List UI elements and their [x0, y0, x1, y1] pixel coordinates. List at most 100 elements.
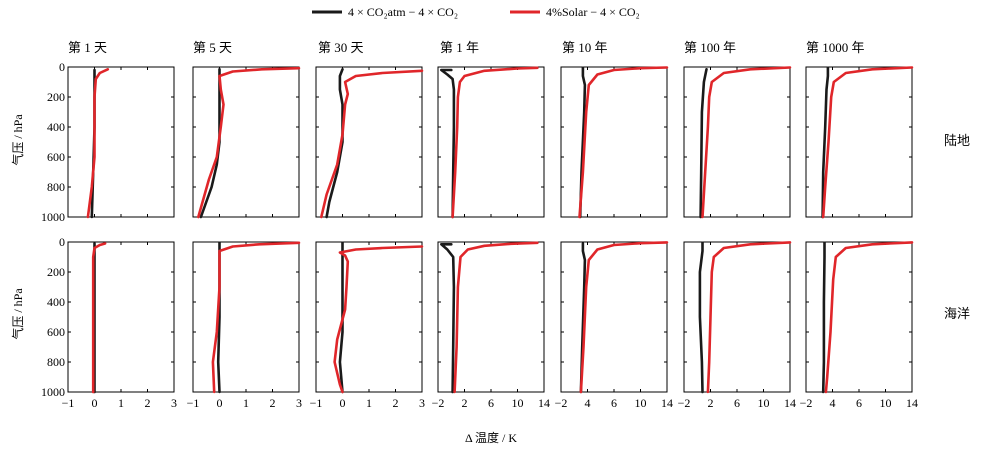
y-tick-label: 400 — [47, 295, 65, 309]
x-tick-label: 6 — [488, 396, 494, 410]
x-tick-label: 10 — [758, 396, 770, 410]
y-tick-label: 800 — [47, 180, 65, 194]
panel: −2 4 6 10 14 — [555, 241, 673, 410]
y-axis-label-ocean: 气压 / hPa — [10, 288, 25, 340]
x-tick-label: 10 — [880, 396, 892, 410]
x-tick-label: −2 — [800, 396, 813, 410]
x-tick-label: 0 — [340, 396, 346, 410]
x-tick-label: 10 — [635, 396, 647, 410]
x-tick-label: 2 — [145, 396, 151, 410]
series-line-black — [698, 241, 704, 394]
series-line-red — [578, 66, 669, 219]
x-tick-label: 2 — [393, 396, 399, 410]
row-label-ocean: 海洋 — [944, 306, 970, 321]
panel-frame — [805, 241, 913, 393]
panel — [805, 66, 914, 219]
series-line-black — [699, 68, 708, 219]
x-tick-label: 0 — [92, 396, 98, 410]
x-tick-label: 2 — [708, 396, 714, 410]
column-title: 第 1 年 — [440, 40, 479, 55]
x-tick-label: 10 — [512, 396, 524, 410]
x-tick-label: −1 — [62, 396, 75, 410]
y-tick-label: 0 — [59, 235, 65, 249]
column-title: 第 5 天 — [193, 40, 232, 55]
column-title: 第 100 年 — [684, 40, 736, 55]
x-tick-label: 1 — [118, 396, 124, 410]
series-line-black — [440, 243, 456, 394]
x-tick-label: −2 — [432, 396, 445, 410]
x-tick-label: 14 — [784, 396, 796, 410]
series-line-black — [821, 66, 830, 219]
panel: −2 4 6 10 14 — [800, 241, 918, 410]
x-tick-label: 0 — [217, 396, 223, 410]
series-line-red — [91, 242, 107, 394]
legend-label-red: 4%Solar − 4 × CO₂ — [546, 5, 640, 19]
series-line-red — [706, 241, 792, 394]
column-title: 第 1000 年 — [806, 40, 865, 55]
panel-frame — [192, 241, 300, 393]
y-tick-label: 200 — [47, 90, 65, 104]
x-tick-label: 6 — [734, 396, 740, 410]
panel: −1 0 1 2 3 — [310, 241, 425, 410]
x-axis-label: Δ 温度 / K — [465, 430, 517, 445]
column-title: 第 10 年 — [562, 40, 608, 55]
y-tick-label: 400 — [47, 120, 65, 134]
series-line-red — [86, 68, 110, 219]
y-axis-label-land: 气压 / hPa — [10, 114, 25, 166]
x-tick-label: 3 — [296, 396, 302, 410]
x-tick-label: 14 — [538, 396, 550, 410]
x-tick-label: −2 — [555, 396, 568, 410]
series-line-red — [451, 66, 539, 219]
panel-frame — [560, 66, 668, 218]
panel: −1 0 1 2 3 — [187, 241, 302, 410]
x-tick-label: −1 — [187, 396, 200, 410]
x-tick-label: −2 — [678, 396, 691, 410]
panel: 0 200 400 600 800 1000−1 0 1 2 3 — [41, 235, 177, 410]
column-title: 第 1 天 — [68, 40, 107, 55]
panel-frame — [67, 241, 175, 393]
panel: −2 2 6 10 14 — [678, 241, 796, 410]
series-line-black — [440, 68, 456, 219]
panel-frame — [315, 241, 423, 393]
x-tick-label: 3 — [171, 396, 177, 410]
panel-frame — [560, 241, 668, 393]
series-line-red — [579, 241, 669, 394]
series-line-red — [211, 241, 301, 394]
series-line-red — [701, 66, 792, 219]
y-tick-label: 800 — [47, 355, 65, 369]
y-tick-label: 1000 — [41, 210, 65, 224]
x-tick-label: 4 — [585, 396, 591, 410]
panel: 0 200 400 600 800 1000 — [41, 60, 175, 224]
column-title: 第 30 天 — [318, 40, 364, 55]
series-line-red — [824, 241, 914, 394]
x-tick-label: 1 — [366, 396, 372, 410]
x-tick-label: 3 — [419, 396, 425, 410]
series-line-black — [821, 241, 826, 394]
series-line-red — [453, 241, 539, 394]
x-tick-label: 2 — [462, 396, 468, 410]
x-tick-label: 1 — [243, 396, 249, 410]
series-line-red — [821, 66, 914, 219]
x-tick-label: 6 — [856, 396, 862, 410]
y-tick-label: 600 — [47, 325, 65, 339]
panel-frame — [67, 66, 175, 218]
panel — [683, 66, 792, 219]
panel — [437, 66, 545, 219]
x-tick-label: 14 — [661, 396, 673, 410]
x-tick-label: 6 — [611, 396, 617, 410]
panel — [560, 66, 669, 219]
panel — [315, 66, 424, 219]
panel: −2 2 6 10 14 — [432, 241, 550, 410]
x-tick-label: 14 — [906, 396, 918, 410]
legend-label-black: 4 × CO₂atm − 4 × CO₂ — [348, 5, 458, 19]
column-titles: 第 1 天 第 5 天 第 30 天 第 1 年 第 10 年 第 100 年 … — [68, 40, 865, 55]
y-tick-label: 0 — [59, 60, 65, 74]
series-line-red — [197, 66, 301, 219]
x-tick-label: 2 — [270, 396, 276, 410]
y-tick-label: 1000 — [41, 385, 65, 399]
series-line-red — [333, 245, 424, 394]
y-tick-label: 200 — [47, 265, 65, 279]
legend: 4 × CO₂atm − 4 × CO₂ 4%Solar − 4 × CO₂ — [312, 5, 640, 19]
